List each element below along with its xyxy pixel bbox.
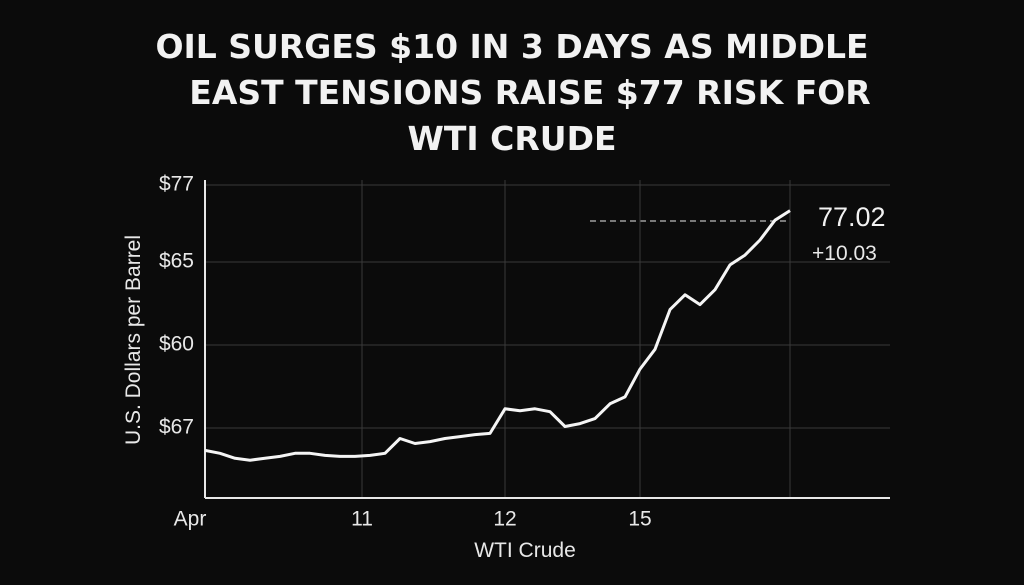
last-value-label: 77.02: [818, 202, 886, 232]
x-tick-label: 11: [351, 508, 373, 531]
price-line: [204, 209, 791, 462]
y-tick-label: $67: [159, 416, 194, 439]
y-tick-label: $60: [159, 333, 194, 356]
y-tick-label: $65: [159, 250, 194, 273]
x-tick-label: Apr: [174, 508, 207, 531]
x-axis-label: WTI Crude: [474, 539, 576, 562]
chart-title: EAST TENSIONS RAISE $77 RISK FOR: [189, 73, 870, 112]
chart-title: OIL SURGES $10 IN 3 DAYS AS MIDDLE: [155, 27, 868, 66]
y-tick-label: $77: [159, 173, 194, 196]
y-axis-label: U.S. Dollars per Barrel: [122, 235, 145, 445]
x-tick-label: 12: [493, 508, 516, 531]
x-tick-label: 15: [628, 508, 651, 531]
change-label: +10.03: [812, 242, 877, 265]
chart-title: WTI CRUDE: [407, 119, 616, 158]
